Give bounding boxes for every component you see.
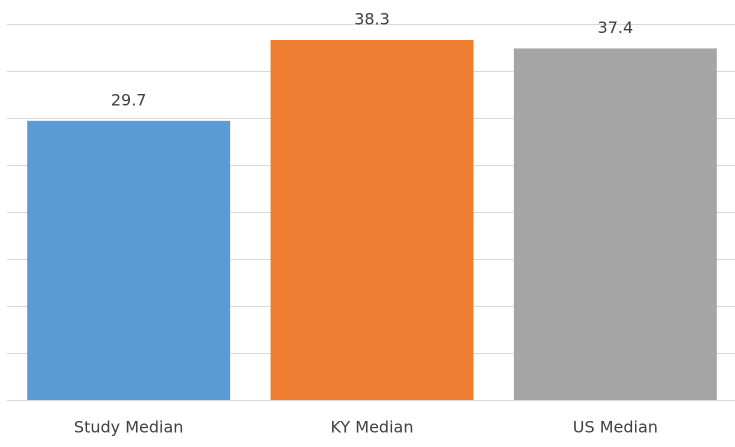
x-tick-label: KY Median [331,418,414,437]
bar [513,48,717,400]
bar [27,120,231,400]
bar [270,39,474,400]
x-tick-label: Study Median [74,418,183,437]
data-label: 38.3 [354,9,390,28]
x-tick-label: US Median [573,418,658,437]
data-label: 37.4 [598,18,634,37]
data-label: 29.7 [111,90,147,109]
